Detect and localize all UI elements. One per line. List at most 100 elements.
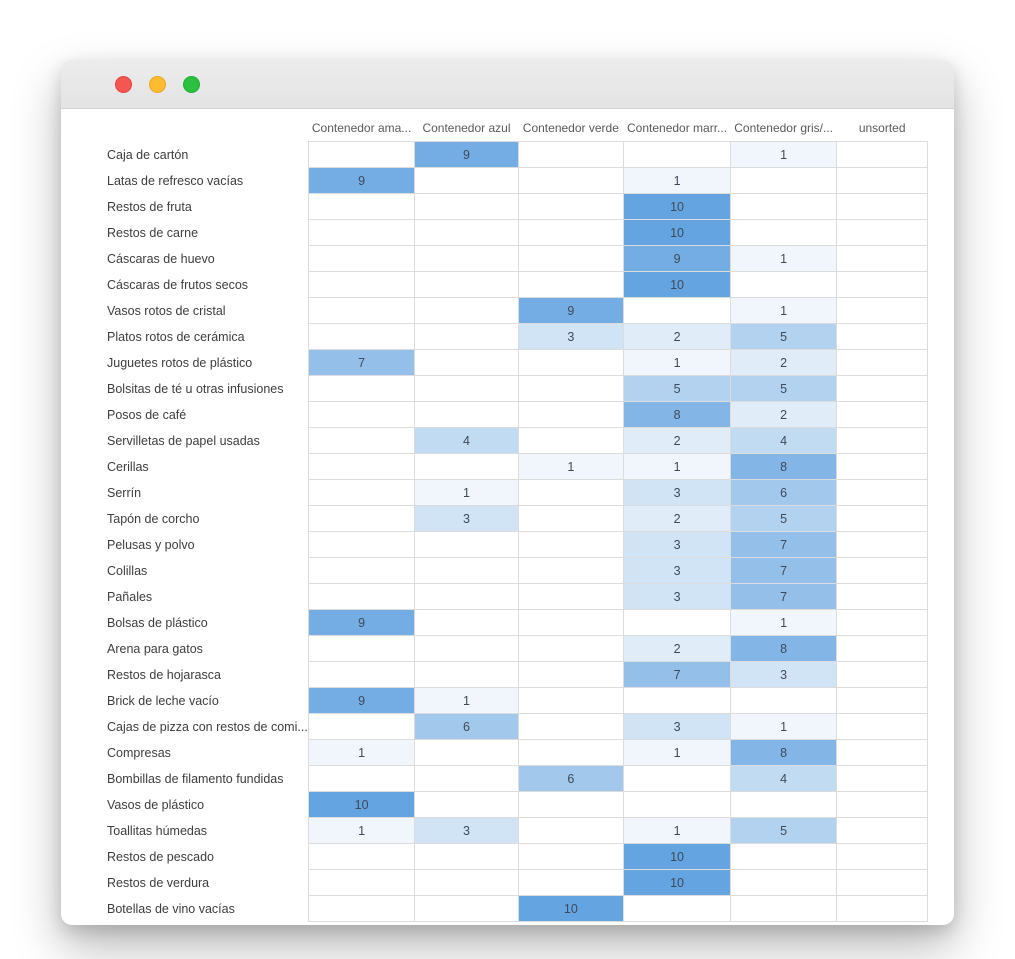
matrix-cell [414, 219, 519, 246]
matrix-cell: 3 [623, 531, 731, 558]
matrix-cell [414, 609, 519, 636]
minimize-button[interactable] [149, 75, 166, 93]
matrix-cell [517, 479, 625, 506]
matrix-cell [414, 453, 519, 480]
corner-spacer [107, 121, 308, 142]
matrix-cell: 3 [517, 323, 625, 350]
matrix-cell [517, 531, 625, 558]
matrix-cell [517, 791, 625, 818]
matrix-cell [729, 193, 838, 220]
matrix-cell [836, 843, 928, 870]
table-row: Cáscaras de huevo 9 1 [107, 245, 928, 272]
matrix-cell [517, 427, 625, 454]
matrix-cell [517, 193, 625, 220]
matrix-cell [307, 661, 416, 688]
matrix-cell: 6 [517, 765, 625, 792]
matrix-cell [836, 375, 928, 402]
row-label: Brick de leche vacío [107, 687, 309, 714]
row-label: Caja de cartón [107, 141, 309, 168]
matrix-cell: 10 [623, 193, 731, 220]
matrix-cell: 7 [729, 557, 838, 584]
matrix-cell: 2 [729, 401, 838, 428]
table-row: Botellas de vino vacías 10 [107, 895, 928, 922]
row-label: Vasos de plástico [107, 791, 309, 818]
matrix-cell [517, 167, 625, 194]
table-row: Bolsas de plástico 9 1 [107, 609, 928, 636]
matrix-cell [836, 739, 928, 766]
matrix-cell: 7 [623, 661, 731, 688]
matrix-cell [307, 141, 416, 168]
matrix-cell [307, 557, 416, 584]
zoom-button[interactable] [183, 75, 200, 93]
table-row: Latas de refresco vacías 9 1 [107, 167, 928, 194]
matrix-cell [729, 271, 838, 298]
row-label: Compresas [107, 739, 309, 766]
matrix-cell [836, 817, 928, 844]
matrix-cell [836, 427, 928, 454]
matrix-cell [729, 895, 838, 922]
matrix-header-row: Contenedor ama... Contenedor azul Contened… [107, 121, 928, 142]
matrix-cell: 3 [623, 557, 731, 584]
matrix-cell: 3 [414, 505, 519, 532]
table-row: Compresas 1 1 8 [107, 739, 928, 766]
matrix-cell: 2 [729, 349, 838, 376]
row-label: Juguetes rotos de plástico [107, 349, 309, 376]
row-label: Cáscaras de frutos secos [107, 271, 309, 298]
matrix-cell: 9 [307, 687, 416, 714]
table-row: Juguetes rotos de plástico 7 1 2 [107, 349, 928, 376]
close-button[interactable] [115, 75, 132, 93]
matrix-cell [307, 375, 416, 402]
matrix-cell [307, 427, 416, 454]
matrix-cell: 5 [729, 323, 838, 350]
matrix-cell [729, 167, 838, 194]
matrix-cell [623, 765, 731, 792]
row-label: Restos de hojarasca [107, 661, 309, 688]
matrix-cell [517, 557, 625, 584]
matrix-cell [517, 869, 625, 896]
matrix-cell [623, 141, 731, 168]
table-row: Servilletas de papel usadas 4 2 4 [107, 427, 928, 454]
matrix-cell [517, 219, 625, 246]
matrix-cell [517, 245, 625, 272]
column-header: Contenedor marr... [627, 121, 728, 135]
column-header: Contenedor azul [422, 121, 511, 135]
matrix-cell [307, 635, 416, 662]
matrix-cell: 9 [307, 609, 416, 636]
matrix-cell [517, 401, 625, 428]
matrix-cell: 2 [623, 427, 731, 454]
matrix-cell [414, 401, 519, 428]
matrix-cell [836, 453, 928, 480]
matrix-cell [517, 635, 625, 662]
matrix-cell [307, 401, 416, 428]
matrix-cell [414, 531, 519, 558]
matrix-cell [307, 271, 416, 298]
matrix-cell [414, 557, 519, 584]
matrix-cell [836, 791, 928, 818]
matrix-cell [517, 583, 625, 610]
table-row: Brick de leche vacío 9 1 [107, 687, 928, 714]
matrix-cell [517, 687, 625, 714]
matrix-cell [517, 271, 625, 298]
matrix-cell [836, 687, 928, 714]
matrix-cell [307, 869, 416, 896]
matrix-cell [836, 401, 928, 428]
table-row: Caja de cartón 9 1 [107, 141, 928, 168]
row-label: Bolsas de plástico [107, 609, 309, 636]
matrix-cell: 10 [517, 895, 625, 922]
row-label: Botellas de vino vacías [107, 895, 309, 922]
row-label: Restos de verdura [107, 869, 309, 896]
matrix-cell: 2 [623, 323, 731, 350]
matrix-cell [414, 765, 519, 792]
table-row: Pelusas y polvo 3 7 [107, 531, 928, 558]
matrix-cell [517, 505, 625, 532]
matrix-cell [414, 635, 519, 662]
matrix-cell [836, 245, 928, 272]
matrix-cell [414, 375, 519, 402]
window-content: Contenedor ama... Contenedor azul Contened… [61, 109, 954, 922]
matrix-cell: 6 [414, 713, 519, 740]
matrix-cell [836, 531, 928, 558]
matrix-cell [836, 635, 928, 662]
matrix-cell [729, 791, 838, 818]
matrix-cell [836, 193, 928, 220]
matrix-cell: 3 [623, 583, 731, 610]
